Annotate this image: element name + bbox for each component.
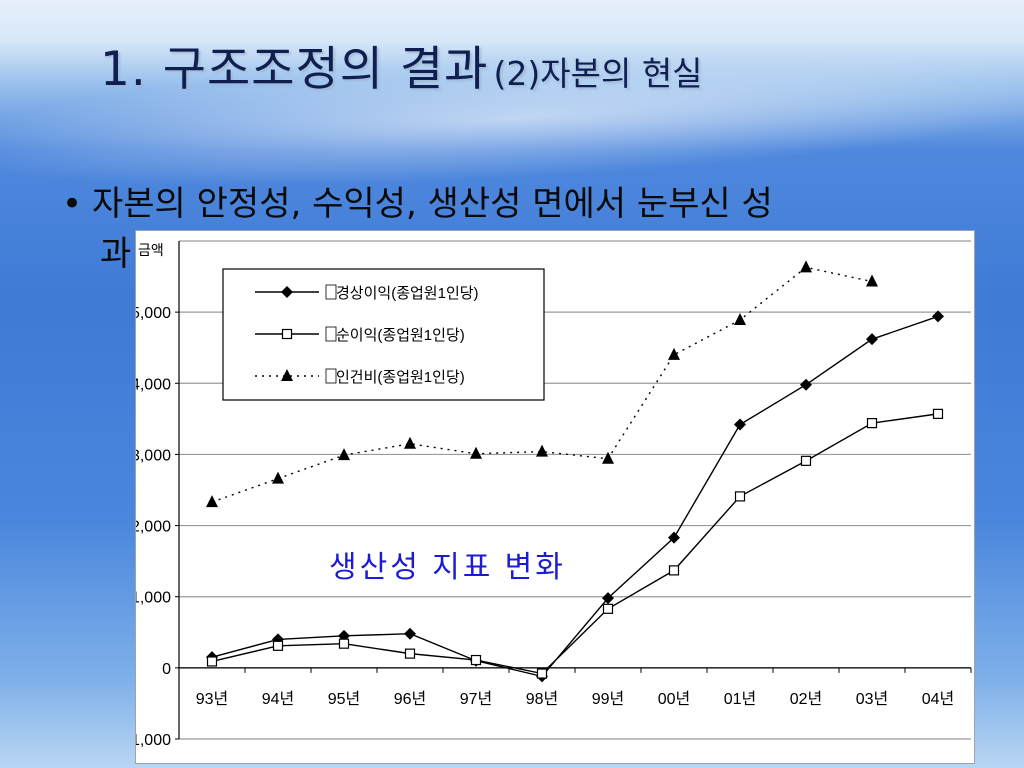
- legend-label-1: 경상이익(종업원1인당): [336, 285, 479, 302]
- y-axis-label: 금액: [138, 242, 164, 258]
- x-tick-label: 96년: [394, 690, 427, 708]
- legend-label-2: 순이익(종업원1인당): [336, 327, 465, 344]
- x-tick-label: 02년: [790, 690, 823, 708]
- y-tick-label: −1,000: [136, 732, 171, 749]
- series-3-point: [734, 312, 746, 325]
- chart-panel: −1,000 0 1,000 2,000 3,000 4,000 5,000 93년 94년 95…: [122, 230, 975, 764]
- x-tick-label: 03년: [856, 690, 889, 708]
- series-2-point: [932, 408, 944, 419]
- x-tick-label: 04년: [922, 690, 955, 708]
- series-1-point: [932, 310, 944, 323]
- legend-marker-2: [281, 328, 293, 340]
- legend-glyph-box: [325, 284, 337, 300]
- y-tick-label: 2,000: [136, 519, 171, 536]
- series-1-point: [272, 633, 284, 646]
- series-line-2: [211, 413, 939, 675]
- legend-glyph-box: [325, 326, 337, 342]
- series-2-point: [206, 656, 218, 667]
- x-tick-label: 99년: [592, 690, 625, 708]
- series-3-point: [800, 260, 812, 273]
- series-2-point: [734, 491, 746, 502]
- x-tick-label: 94년: [262, 690, 295, 708]
- chart-annotation: 생산성 지표 변화: [329, 551, 566, 584]
- series-3-point: [536, 444, 548, 457]
- bullet-text: 자본의 안정성, 수익성, 생산성 면에서 눈부신 성: [92, 184, 773, 224]
- y-tick-label: 0: [162, 661, 171, 678]
- series-2-point: [338, 638, 350, 649]
- series-2-point: [866, 418, 878, 429]
- series-3-point: [602, 451, 614, 464]
- legend-label-3: 인건비(종업원1인당): [336, 369, 465, 386]
- bullet-text-continuation: 과: [100, 234, 132, 274]
- series-3-point: [272, 471, 284, 484]
- legend-marker-3: [281, 369, 293, 381]
- slide-title-sub: (2)자본의 현실: [493, 54, 703, 93]
- bullet-dot: •: [62, 184, 83, 224]
- bullet-item: • 자본의 안정성, 수익성, 생산성 면에서 눈부신 성: [62, 176, 773, 225]
- x-tick-label: 00년: [658, 690, 691, 708]
- series-2-point: [668, 565, 680, 576]
- y-tick-label: 4,000: [136, 376, 171, 393]
- series-1-point: [734, 418, 746, 431]
- series-1-point: [338, 629, 350, 642]
- series-1-point: [866, 333, 878, 346]
- series-2-point: [404, 648, 416, 659]
- series-2-point: [800, 455, 812, 466]
- series-1-point: [602, 592, 614, 605]
- series-1-point: [668, 531, 680, 544]
- series-2-point: [602, 603, 614, 614]
- series-2-point: [272, 640, 284, 651]
- y-tick-label: 3,000: [136, 447, 171, 464]
- x-tick-label: 97년: [460, 690, 493, 708]
- slide-title: 1. 구조조정의 결과 (2)자본의 현실: [100, 30, 703, 110]
- x-tick-label: 98년: [526, 690, 559, 708]
- x-tick-label: 93년: [196, 690, 229, 708]
- series-line-1: [211, 315, 939, 678]
- line-chart: −1,000 0 1,000 2,000 3,000 4,000 5,000 93년 94년 95…: [122, 240, 972, 749]
- series-1-point: [800, 378, 812, 391]
- x-tick-label: 95년: [328, 690, 361, 708]
- series-3-point: [470, 446, 482, 459]
- legend-glyph-box: [325, 368, 337, 384]
- y-tick-label: 1,000: [136, 590, 171, 607]
- y-tick-label: 5,000: [136, 305, 171, 322]
- legend-marker-1: [281, 286, 293, 298]
- series-2-point: [536, 668, 548, 679]
- series-2-point: [470, 654, 482, 666]
- series-3-point: [866, 274, 878, 287]
- slide-title-main: 1. 구조조정의 결과: [100, 42, 489, 97]
- x-tick-label: 01년: [724, 690, 757, 708]
- series-3-point: [338, 448, 350, 461]
- series-1-point: [404, 627, 416, 640]
- series-3-point: [206, 495, 218, 508]
- series-3-point: [404, 436, 416, 449]
- series-3-point: [668, 347, 680, 360]
